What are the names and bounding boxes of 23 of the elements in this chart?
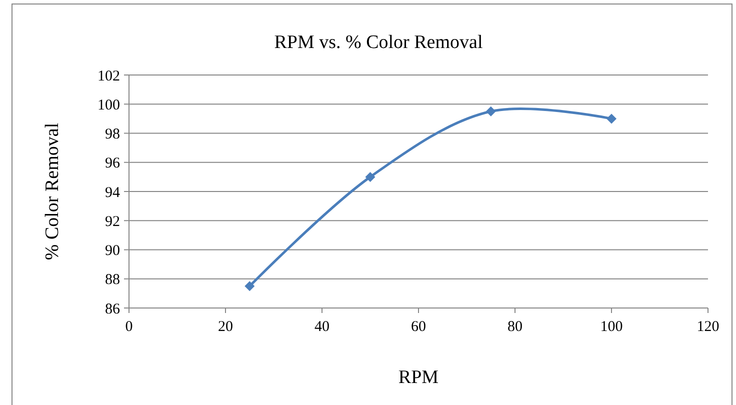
y-axis-title: % Color Removal <box>42 122 63 260</box>
point <box>244 281 255 292</box>
point <box>365 172 376 182</box>
x-tick-label: 20 <box>218 319 233 335</box>
y-tick-label: 96 <box>105 156 120 172</box>
x-tick-label: 40 <box>314 319 330 335</box>
x-tick-label: 0 <box>125 319 133 335</box>
y-tick-label: 100 <box>98 97 120 114</box>
chart-title: RPM vs. % Color Removal <box>274 32 483 53</box>
x-tick-label: 80 <box>508 319 522 335</box>
y-tick-label: 102 <box>98 68 120 84</box>
x-tick-label: 120 <box>696 319 720 335</box>
x-tick-label: 100 <box>600 319 623 335</box>
y-tick-label: 90 <box>105 243 120 259</box>
point <box>606 114 616 124</box>
point <box>486 106 496 116</box>
x-tick-label: 60 <box>411 319 426 335</box>
x-axis-title: RPM <box>398 367 439 388</box>
y-tick-label: 88 <box>105 272 120 288</box>
y-tick-label: 98 <box>105 126 120 142</box>
y-tick-label: 86 <box>105 301 120 318</box>
y-tick-label: 94 <box>105 184 120 201</box>
y-tick-label: 92 <box>105 214 120 230</box>
